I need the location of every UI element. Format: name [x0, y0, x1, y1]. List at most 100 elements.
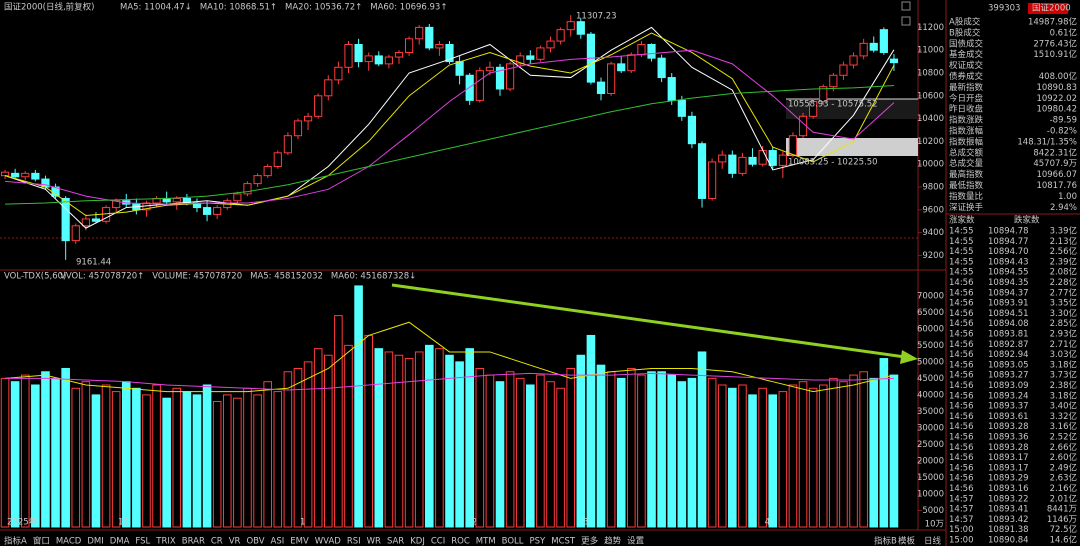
- volume-bar: [465, 348, 475, 528]
- volume-bar: [374, 348, 384, 528]
- volume-bar: [323, 354, 333, 528]
- tick-time: 15:00: [949, 536, 974, 546]
- indicator-tab[interactable]: FSL: [135, 537, 150, 546]
- candle-body: [778, 154, 787, 166]
- indicator-tab[interactable]: BOLL: [502, 537, 524, 546]
- tick-volume: 2.13亿: [1050, 236, 1077, 247]
- volume-bar: [677, 381, 687, 528]
- stat-value: 148.31/1.35%: [1017, 137, 1077, 147]
- stat-value: 10817.76: [1036, 181, 1077, 191]
- volume-header: VOLUME: 457078720: [152, 272, 242, 282]
- indicator-tab[interactable]: MACD: [56, 537, 82, 546]
- volume-bar: [121, 381, 131, 528]
- indicator-tab[interactable]: VR: [229, 537, 241, 546]
- volume-bar: [697, 351, 707, 528]
- volume-bar: [717, 384, 727, 528]
- indicator-tab[interactable]: DMA: [110, 537, 130, 546]
- stat-value: 1.00: [1058, 192, 1077, 202]
- indicator-tab[interactable]: CR: [211, 537, 223, 546]
- indicator-tab[interactable]: MCST: [551, 537, 576, 546]
- tick-price: 10894.37: [988, 288, 1029, 298]
- volume-bar: [172, 387, 182, 528]
- stat-label: 昨日收盘: [949, 104, 984, 115]
- indicator-tab[interactable]: SAR: [387, 537, 404, 546]
- tick-volume: 2.52亿: [1050, 432, 1077, 443]
- volume-bar: [536, 374, 545, 528]
- tick-price: 10894.70: [988, 247, 1029, 257]
- tick-volume: 2.71亿: [1050, 339, 1077, 350]
- y-tick-label: 30000: [917, 423, 944, 433]
- indicator-tab[interactable]: KDJ: [410, 537, 425, 546]
- indicator-tab[interactable]: ASI: [271, 537, 285, 546]
- y-tick-label: 20000: [917, 456, 944, 466]
- stat-value: 14987.98亿: [1028, 17, 1077, 28]
- tick-price: 10894.55: [988, 268, 1029, 278]
- volume-bar: [586, 334, 596, 528]
- tick-price: 10893.17: [988, 453, 1029, 463]
- window-icon[interactable]: [901, 1, 911, 11]
- indicator-tab[interactable]: CCI: [431, 537, 445, 546]
- indicator-tab[interactable]: RSI: [347, 537, 361, 546]
- candle-body: [879, 29, 888, 53]
- volume-bar: [657, 371, 666, 528]
- indicator-tab[interactable]: BRAR: [182, 537, 205, 546]
- window-icon[interactable]: [901, 16, 911, 26]
- chart-title: 国证2000(日线,前复权): [4, 2, 94, 13]
- tick-volume: 3.39亿: [1050, 226, 1077, 237]
- indicator-tab[interactable]: 模板: [898, 536, 916, 546]
- tick-time: 14:56: [949, 278, 974, 288]
- candle-body: [384, 56, 393, 65]
- tick-volume: 3.30亿: [1050, 308, 1077, 319]
- indicator-tab[interactable]: EMV: [290, 537, 309, 546]
- indicator-tab[interactable]: OBV: [246, 537, 264, 546]
- candle-body: [627, 54, 636, 72]
- indicator-tab[interactable]: 指标B: [874, 536, 897, 546]
- tick-volume: 2.49亿: [1050, 462, 1077, 473]
- indicator-tab[interactable]: WVAD: [315, 537, 341, 546]
- tick-volume: 2.56亿: [1050, 246, 1077, 257]
- indicator-tab[interactable]: 趋势: [604, 536, 622, 546]
- volume-bar: [687, 377, 697, 528]
- tick-time: 14:55: [949, 257, 974, 267]
- volume-bar: [445, 354, 454, 528]
- indicator-tab[interactable]: 设置: [627, 536, 645, 546]
- indicator-tab[interactable]: WR: [367, 537, 381, 546]
- volume-bar: [546, 381, 555, 528]
- stat-label: 基金成交: [949, 49, 984, 60]
- stat-value: 408.00亿: [1039, 71, 1077, 82]
- indicator-tab[interactable]: MTM: [476, 537, 496, 546]
- indicator-tab[interactable]: 窗口: [33, 536, 50, 546]
- indicator-tab[interactable]: 日线: [924, 536, 942, 546]
- y-tick-label: 65000: [917, 308, 944, 318]
- candle-body: [0, 171, 10, 177]
- y-tick-label: 45000: [917, 374, 944, 384]
- stat-value: 10980.42: [1036, 105, 1077, 115]
- ma-line: [5, 321, 895, 393]
- indicator-tab[interactable]: 指标A: [4, 536, 27, 546]
- volume-bar: [576, 354, 586, 528]
- tick-time: 14:56: [949, 371, 974, 381]
- indicator-tab[interactable]: ROC: [451, 537, 470, 546]
- candle-body: [31, 172, 40, 180]
- candle-body: [677, 99, 686, 117]
- index-name: 国证2000: [1032, 4, 1071, 14]
- y-tick-label: 55000: [917, 341, 944, 351]
- tick-volume: 3.18亿: [1050, 390, 1077, 401]
- volume-bar: [788, 384, 798, 528]
- indicator-tab[interactable]: TRIX: [155, 537, 176, 546]
- candle-body: [324, 79, 333, 97]
- candle-body: [243, 183, 252, 195]
- volume-bar: [132, 387, 141, 528]
- stat-label: 债券成交: [949, 71, 984, 82]
- tick-volume: 3.18亿: [1050, 359, 1077, 370]
- stat-label: 指数涨跌: [949, 115, 984, 126]
- y-tick-label: 11200: [917, 23, 944, 33]
- indicator-tab[interactable]: 更多: [581, 536, 599, 546]
- volume-bar: [233, 397, 242, 528]
- tick-volume: 3.32亿: [1050, 411, 1077, 422]
- volume-bar: [808, 387, 818, 528]
- tick-price: 10893.37: [988, 402, 1029, 412]
- volume-bar: [283, 371, 293, 528]
- indicator-tab[interactable]: PSY: [530, 537, 547, 546]
- indicator-tab[interactable]: DMI: [87, 537, 103, 546]
